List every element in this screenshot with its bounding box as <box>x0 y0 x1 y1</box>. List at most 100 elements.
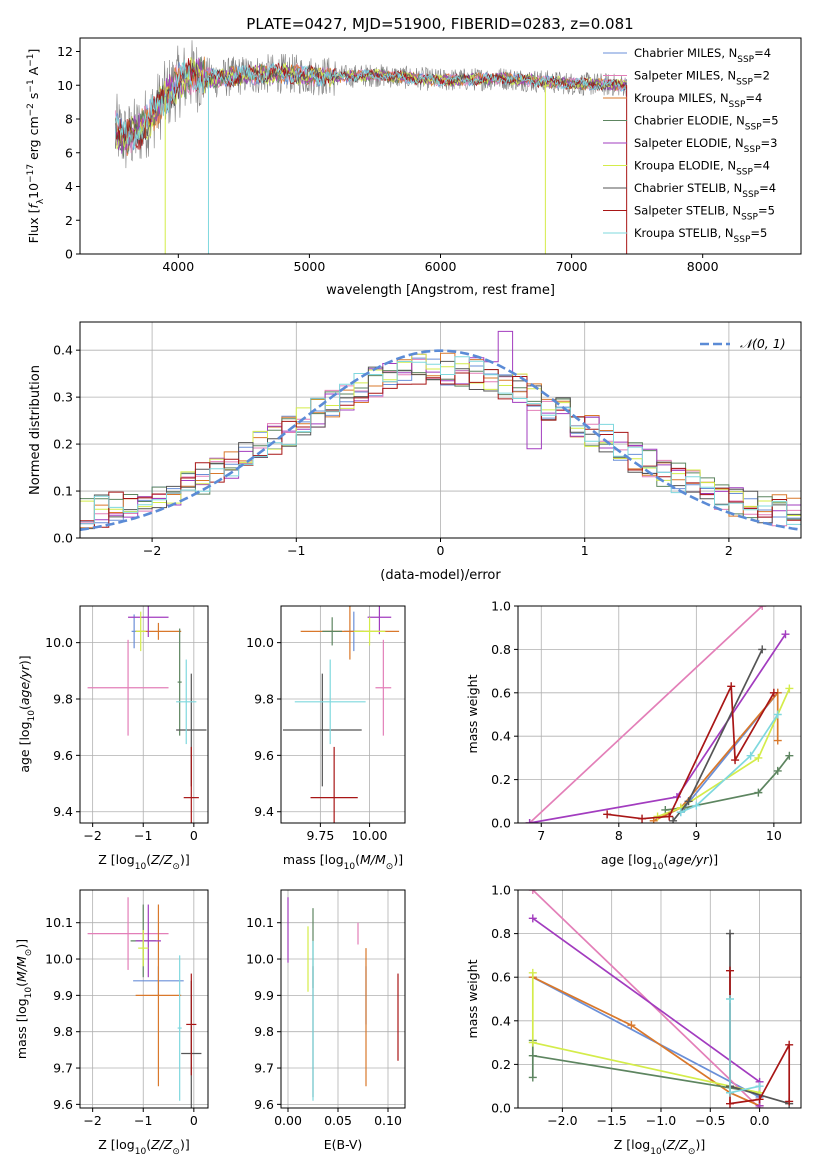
axes-frame <box>280 889 406 1109</box>
weight-series-chabrier_elodie <box>528 1036 764 1097</box>
weight-marker <box>726 995 735 1003</box>
weight-line <box>532 976 760 1098</box>
y-tick-label: 9.6 <box>254 748 274 763</box>
spectrum-xlabel: wavelength [Angstrom, rest frame] <box>326 283 555 298</box>
x-tick-label: −2 <box>83 828 101 843</box>
weight-line <box>532 890 761 1108</box>
legend-label: 𝒩(0, 1) <box>740 336 786 351</box>
y-tick-label: 9.9 <box>254 988 274 1003</box>
weight-marker <box>773 710 782 719</box>
weight-series-salpeter_stelib <box>603 682 778 823</box>
weight-line <box>680 714 779 813</box>
weight-marker <box>665 812 674 821</box>
errorbar-salpeter_elodie <box>128 606 169 637</box>
weight-marker <box>726 929 735 938</box>
residuals-marks <box>80 330 801 532</box>
y-tick-label: 12 <box>57 44 73 59</box>
weight-marker <box>785 751 794 760</box>
panel-xlabel: Z [log10(Z/Z⊙)] <box>98 1137 189 1157</box>
y-tick-label: 9.8 <box>53 1024 73 1039</box>
errorbar-kroupa_stelib <box>176 659 197 745</box>
figure-title: PLATE=0427, MJD=51900, FIBERID=0283, z=0… <box>246 15 633 33</box>
x-tick-label: −2 <box>83 1113 101 1128</box>
y-tick-label: 9.8 <box>254 692 274 707</box>
residuals-legend: 𝒩(0, 1) <box>700 336 786 351</box>
age_vs_Z-marks <box>87 606 207 823</box>
x-tick-label: 1 <box>581 543 589 558</box>
weight-marker <box>528 968 537 977</box>
x-tick-label: 0 <box>437 543 445 558</box>
axes-frame <box>79 889 209 1109</box>
histogram-salpeter_stelib <box>80 369 801 528</box>
panel-ylabel: mass weight <box>465 959 480 1038</box>
histogram-kroupa_stelib <box>80 356 801 525</box>
x-tick-label: 7 <box>537 828 545 843</box>
weight-marker <box>603 810 612 819</box>
spectrum-ylabel: Flux [fλ10−17 erg cm−2 s−1 A−1] <box>26 49 46 244</box>
weight_vs_Z-panel: −2.0 −1.5 −1.0 −0.5 0.0 0.0 0.2 0.4 0.6 0.8 1.0 Z [… <box>465 883 802 1157</box>
x-tick-label: −1.0 <box>646 1113 676 1128</box>
weight-marker <box>684 797 693 806</box>
y-tick-label: 0.8 <box>491 642 511 657</box>
weight-marker <box>755 1082 764 1091</box>
axes-frame <box>280 605 406 824</box>
weight-marker <box>785 1097 794 1106</box>
spectrum-legend: Chabrier MILES, NSSP=4 Salpeter MILES, NS… <box>603 46 779 245</box>
mass_vs_EBV-marks <box>287 897 399 1101</box>
y-tick-label: 0 <box>65 247 73 262</box>
errorbar-salpeter_elodie <box>367 606 392 635</box>
y-tick-label: 9.7 <box>53 1061 73 1076</box>
x-tick-label: −1 <box>134 828 152 843</box>
weight-marker <box>528 890 537 894</box>
panel-xlabel: mass [log10(M/M⊙)] <box>283 852 403 872</box>
x-tick-label: −2.0 <box>547 1113 577 1128</box>
x-tick-label: 0.00 <box>274 1113 302 1128</box>
panel-ylabel: mass [log10(M/M⊙)] <box>14 939 34 1059</box>
errorbar-salpeter_stelib <box>183 746 199 823</box>
legend-label: Salpeter ELODIE, NSSP=3 <box>634 136 777 155</box>
mass_vs_EBV-panel: 0.00 0.05 0.10 9.6 9.7 9.8 9.9 10.0 10.1 E(B-V) <box>246 889 406 1152</box>
y-tick-label: 9.7 <box>254 1061 274 1076</box>
normal-curve <box>80 349 801 532</box>
weight-line <box>657 688 791 818</box>
errorbar-salpeter_miles <box>87 897 169 970</box>
weight-marker <box>785 1040 794 1049</box>
legend-label: Salpeter STELIB, NSSP=5 <box>634 204 775 223</box>
x-tick-label: 6000 <box>425 259 457 274</box>
spectrum-panel: 4000 5000 6000 7000 8000 0 2 4 6 8 10 12 Chabrier MI… <box>26 37 802 298</box>
weight-marker <box>773 736 782 745</box>
panel-xlabel: Z [log10(Z/Z⊙)] <box>98 852 189 872</box>
x-tick-label: 5000 <box>294 259 326 274</box>
x-tick-label: −1 <box>134 1113 152 1128</box>
weight_vs_age-marks <box>525 606 794 823</box>
y-tick-label: 0.3 <box>53 390 73 405</box>
errorbar-kroupa_stelib <box>177 955 182 1101</box>
x-tick-label: 0 <box>190 828 198 843</box>
y-tick-label: 9.4 <box>53 804 73 819</box>
weight-marker <box>754 753 763 762</box>
legend-label: Salpeter MILES, NSSP=2 <box>634 69 770 88</box>
weight-marker <box>726 1088 735 1097</box>
weight-marker <box>727 682 736 691</box>
y-tick-label: 0.1 <box>53 484 73 499</box>
y-tick-label: 10.1 <box>246 915 274 930</box>
panel-ylabel: age [log10(age/yr)] <box>17 655 37 772</box>
y-tick-label: 0.2 <box>491 772 511 787</box>
residuals-ylabel: Normed distribution <box>28 365 43 495</box>
y-tick-label: 6 <box>65 145 73 160</box>
weight-marker <box>726 1099 735 1108</box>
legend-label: Chabrier ELODIE, NSSP=5 <box>634 114 779 133</box>
errorbar-salpeter_stelib <box>310 746 358 823</box>
age_vs_Z-panel: −2 −1 0 9.4 9.6 9.8 10.0 Z [log10(Z/Z⊙)] age [lo… <box>17 605 209 872</box>
y-tick-label: 9.8 <box>254 1024 274 1039</box>
weight-marker <box>692 801 701 810</box>
y-tick-label: 10.0 <box>45 635 73 650</box>
errorbar-salpeter_elodie <box>135 904 161 978</box>
errorbar-kroupa_miles <box>135 904 182 1087</box>
weight-marker <box>528 1051 537 1060</box>
weight-marker <box>627 1021 636 1030</box>
axes-frame <box>79 605 209 824</box>
errorbar-salpeter_miles <box>375 639 392 736</box>
data-spectrum <box>115 40 627 169</box>
